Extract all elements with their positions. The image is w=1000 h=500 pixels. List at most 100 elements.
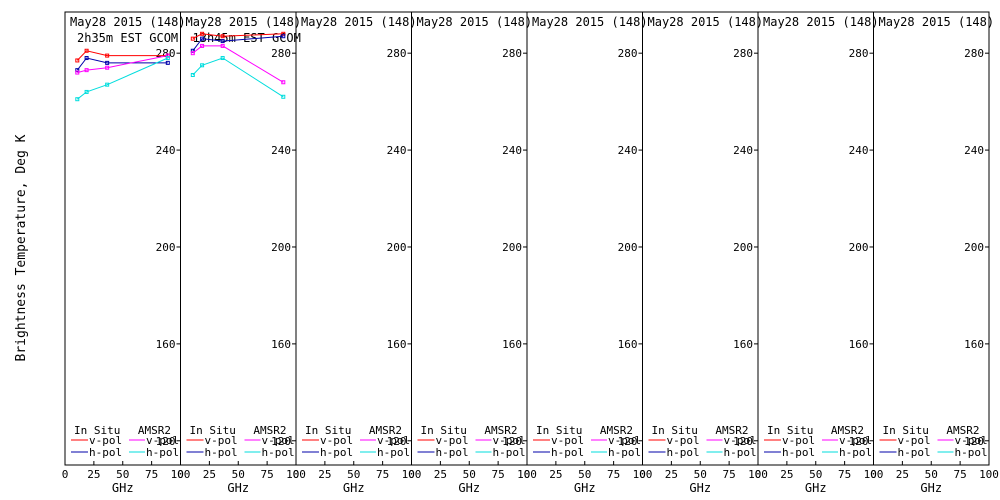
x-tick-label: 0 bbox=[62, 468, 69, 481]
panel-title: May28 2015 (148) bbox=[186, 15, 302, 29]
legend-label-amsr2-v: v-pol bbox=[839, 434, 872, 447]
x-tick-label: 100 bbox=[517, 468, 537, 481]
series-line-insitu-h bbox=[76, 57, 168, 71]
x-tick-label: 75 bbox=[261, 468, 274, 481]
y-tick-label: 160 bbox=[156, 338, 176, 351]
x-tick-label: 25 bbox=[434, 468, 447, 481]
legend-label-insitu-h: h-pol bbox=[89, 446, 122, 459]
legend-label-insitu-h: h-pol bbox=[551, 446, 584, 459]
legend-insitu-header: In Situ bbox=[652, 424, 698, 437]
legend-label-amsr2-v: v-pol bbox=[262, 434, 295, 447]
x-tick-label: 0 bbox=[870, 468, 877, 481]
legend-label-amsr2-h: h-pol bbox=[724, 446, 757, 459]
legend-amsr2-header: AMSR2 bbox=[831, 424, 864, 437]
legend-label-amsr2-h: h-pol bbox=[146, 446, 179, 459]
y-tick-label: 200 bbox=[271, 241, 291, 254]
x-tick-label: 100 bbox=[864, 468, 884, 481]
panel-title: May28 2015 (148) bbox=[879, 15, 995, 29]
legend-label-amsr2-v: v-pol bbox=[608, 434, 641, 447]
x-axis-label: GHz bbox=[458, 481, 480, 495]
data-point-amsr2-h bbox=[190, 72, 195, 77]
y-tick-label: 280 bbox=[964, 47, 984, 60]
y-tick-label: 120 bbox=[618, 435, 638, 448]
y-tick-label: 240 bbox=[618, 144, 638, 157]
x-tick-label: 25 bbox=[549, 468, 562, 481]
legend-label-amsr2-v: v-pol bbox=[377, 434, 410, 447]
y-tick-label: 240 bbox=[387, 144, 407, 157]
legend-label-insitu-h: h-pol bbox=[320, 446, 353, 459]
x-tick-label: 0 bbox=[524, 468, 531, 481]
panel-subtitle: 2h35m EST GCOM bbox=[77, 31, 178, 45]
legend-insitu-header: In Situ bbox=[421, 424, 467, 437]
legend-insitu-header: In Situ bbox=[536, 424, 582, 437]
legend-insitu-header: In Situ bbox=[767, 424, 813, 437]
x-tick-label: 25 bbox=[203, 468, 216, 481]
panel-frame bbox=[642, 11, 759, 466]
legend-label-amsr2-v: v-pol bbox=[493, 434, 526, 447]
x-tick-label: 100 bbox=[402, 468, 422, 481]
legend-label-insitu-h: h-pol bbox=[898, 446, 931, 459]
x-tick-label: 100 bbox=[633, 468, 653, 481]
data-point-insitu-h bbox=[281, 34, 286, 39]
x-tick-label: 50 bbox=[463, 468, 476, 481]
x-tick-label: 100 bbox=[171, 468, 191, 481]
x-tick-label: 75 bbox=[607, 468, 620, 481]
data-point-amsr2-h bbox=[165, 56, 170, 61]
panel-4: 120 160 200 240 280 0 25 50 75 100 GHz May28 2015 (… bbox=[408, 11, 537, 495]
x-tick-label: 25 bbox=[665, 468, 678, 481]
data-point-insitu-v bbox=[190, 36, 195, 41]
legend-amsr2-header: AMSR2 bbox=[369, 424, 402, 437]
y-tick-label: 200 bbox=[849, 241, 869, 254]
data-point-insitu-v bbox=[220, 34, 225, 39]
x-tick-label: 75 bbox=[723, 468, 736, 481]
data-point-amsr2-v bbox=[220, 43, 225, 48]
legend-amsr2-header: AMSR2 bbox=[484, 424, 517, 437]
legend-amsr2-header: AMSR2 bbox=[138, 424, 171, 437]
y-tick-label: 200 bbox=[733, 241, 753, 254]
x-axis-label: GHz bbox=[574, 481, 596, 495]
legend-label-amsr2-v: v-pol bbox=[146, 434, 179, 447]
data-point-amsr2-v bbox=[190, 51, 195, 56]
data-point-amsr2-h bbox=[220, 56, 225, 61]
y-tick-label: 280 bbox=[502, 47, 522, 60]
x-axis-label: GHz bbox=[343, 481, 365, 495]
x-axis-label: GHz bbox=[805, 481, 827, 495]
y-tick-label: 200 bbox=[964, 241, 984, 254]
data-point-amsr2-v bbox=[200, 43, 205, 48]
panel-7: 120 160 200 240 280 0 25 50 75 100 GHz May28 2015 (… bbox=[755, 11, 884, 495]
x-tick-label: 0 bbox=[408, 468, 415, 481]
panel-3: 120 160 200 240 280 0 25 50 75 100 GHz May28 2015 (… bbox=[293, 11, 422, 495]
x-tick-label: 50 bbox=[232, 468, 245, 481]
legend-label-insitu-v: v-pol bbox=[898, 434, 931, 447]
y-tick-label: 280 bbox=[618, 47, 638, 60]
y-tick-label: 280 bbox=[733, 47, 753, 60]
legend-label-amsr2-v: v-pol bbox=[724, 434, 757, 447]
y-tick-label: 160 bbox=[733, 338, 753, 351]
legend-label-insitu-v: v-pol bbox=[551, 434, 584, 447]
legend-label-insitu-v: v-pol bbox=[782, 434, 815, 447]
data-point-amsr2-v bbox=[75, 70, 80, 75]
panel-frame bbox=[757, 11, 874, 466]
data-point-insitu-h bbox=[190, 48, 195, 53]
x-axis-label: GHz bbox=[227, 481, 249, 495]
x-tick-label: 75 bbox=[954, 468, 967, 481]
x-tick-label: 50 bbox=[578, 468, 591, 481]
data-point-insitu-v bbox=[281, 31, 286, 36]
series-line-amsr2-v bbox=[192, 45, 284, 83]
x-axis-label: GHz bbox=[112, 481, 134, 495]
panel-frame bbox=[526, 11, 643, 466]
y-tick-label: 200 bbox=[156, 241, 176, 254]
data-point-amsr2-h bbox=[84, 89, 89, 94]
x-axis-label: GHz bbox=[689, 481, 711, 495]
series-line-insitu-h bbox=[192, 35, 284, 52]
legend-label-amsr2-h: h-pol bbox=[493, 446, 526, 459]
series-line-amsr2-v bbox=[77, 55, 168, 74]
data-point-amsr2-h bbox=[105, 82, 110, 87]
data-point-insitu-v bbox=[75, 58, 80, 63]
x-tick-label: 0 bbox=[177, 468, 184, 481]
x-tick-label: 50 bbox=[925, 468, 938, 481]
legend-label-amsr2-h: h-pol bbox=[839, 446, 872, 459]
y-tick-label: 120 bbox=[156, 435, 176, 448]
panel-frame bbox=[64, 11, 181, 466]
panel-title: May28 2015 (148) bbox=[70, 15, 186, 29]
